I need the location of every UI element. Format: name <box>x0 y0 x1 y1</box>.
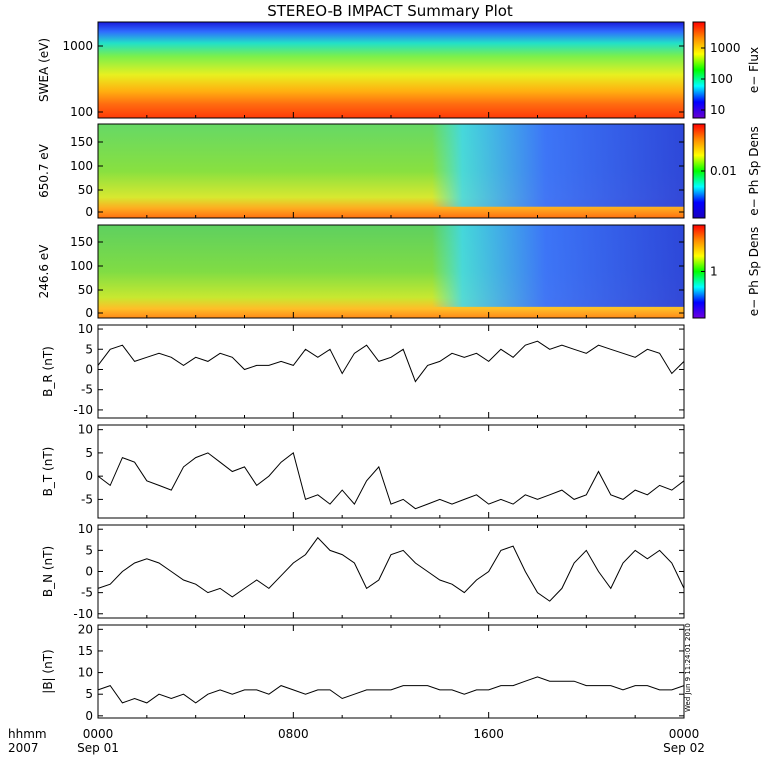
field-ytick-label: 10 <box>78 522 93 536</box>
spectrogram-ylabel: SWEA (eV) <box>37 38 51 102</box>
field-ytick-label: 10 <box>78 322 93 336</box>
spectrogram-ylabel: 246.6 eV <box>37 244 51 299</box>
time-tick-label: 0000 <box>83 727 114 741</box>
field-ytick-label: 5 <box>85 446 93 460</box>
time-axis-row1-label: hhmm <box>8 727 47 741</box>
spectrogram-ylabel: 650.7 eV <box>37 143 51 198</box>
field-panel-1: 10 5 0 -5 -10 B_R (nT) <box>41 322 685 419</box>
field-ytick-label: 5 <box>85 342 93 356</box>
field-series-line <box>97 676 685 704</box>
field-ytick-label: 0 <box>85 469 93 483</box>
colorbar-label: e− Flux <box>747 47 761 93</box>
time-tick-date-label: Sep 02 <box>663 741 705 755</box>
field-ylabel: B_T (nT) <box>41 447 55 497</box>
spectrogram-ytick-label: 150 <box>70 135 93 149</box>
field-ytick-label: 0 <box>85 362 93 376</box>
spectrogram-ytick-label: 100 <box>70 105 93 119</box>
field-ytick-label: 10 <box>78 666 93 680</box>
colorbar-tick-label: 100 <box>710 72 733 86</box>
field-ytick-label: 0 <box>85 709 93 723</box>
field-ytick-label: 0 <box>85 565 93 579</box>
field-panel-3: 10 5 0 -5 -10 B_N (nT) <box>41 522 685 621</box>
field-panel-4: 20 15 10 5 0 |B| (nT) <box>41 622 685 723</box>
colorbar-tick-label: 0.01 <box>710 164 737 178</box>
field-ytick-label: 10 <box>78 423 93 437</box>
field-ylabel: B_R (nT) <box>41 346 55 397</box>
field-ylabel: B_N (nT) <box>41 546 55 597</box>
panel-frame <box>97 324 685 419</box>
colorbar-tick-label: 1 <box>710 265 718 279</box>
spectrogram-image <box>98 22 684 118</box>
field-ytick-label: 5 <box>85 543 93 557</box>
colorbar-label: e− Ph Sp Dens <box>747 227 761 316</box>
spectrogram-low-density-region <box>432 124 684 207</box>
field-ylabel: |B| (nT) <box>41 649 55 693</box>
field-panel-2: 10 5 0 -5 B_T (nT) <box>41 423 685 519</box>
panel-frame <box>97 624 685 719</box>
spectrogram-low-density-region <box>432 225 684 307</box>
field-series-line <box>97 452 685 510</box>
colorbar-tick-label: 10 <box>710 103 725 117</box>
spectrogram-ytick-label: 0 <box>85 306 93 320</box>
generation-timestamp: Wed Jun 9 11:24:01 2010 <box>684 623 692 712</box>
spectrogram-panel-3: 246.6 eV 150 100 50 0 1 e− Ph Sp Dens <box>37 224 761 320</box>
field-ytick-label: -5 <box>81 383 93 397</box>
spectrogram-ytick-label: 1000 <box>62 39 93 53</box>
spectrogram-ytick-label: 0 <box>85 205 93 219</box>
colorbar-label: e− Ph Sp Dens <box>747 126 761 215</box>
figure-title: STEREO-B IMPACT Summary Plot <box>267 2 513 20</box>
spectrogram-ytick-label: 150 <box>70 235 93 249</box>
field-ytick-label: 15 <box>78 644 93 658</box>
magnetic-field-panels: 10 5 0 -5 -10 B_R (nT) 10 5 0 -5 B_T (nT) 10 5 0 -5 -10… <box>41 322 685 723</box>
colorbar-tick-label: 1000 <box>710 41 741 55</box>
spectrogram-ytick-label: 100 <box>70 259 93 273</box>
time-tick-label: 1600 <box>473 727 504 741</box>
time-tick-label: 0000 <box>669 727 700 741</box>
field-ytick-label: 20 <box>78 622 93 636</box>
time-tick-date-label: Sep 01 <box>77 741 119 755</box>
time-tick-label: 0800 <box>278 727 309 741</box>
spectrogram-panel-1: SWEA (eV) 1000 100 1000 100 10 e− Flux <box>37 21 761 119</box>
spectrogram-panel-2: 650.7 eV 150 100 50 0 0.01 e− Ph Sp Dens <box>37 123 761 219</box>
field-ytick-label: 5 <box>85 687 93 701</box>
colorbar <box>692 21 706 119</box>
field-ytick-label: -10 <box>73 403 93 417</box>
field-ytick-label: -5 <box>81 492 93 506</box>
field-series-line <box>97 536 685 602</box>
spectrogram-ytick-label: 50 <box>78 183 93 197</box>
time-axis-row2-label: 2007 <box>8 741 39 755</box>
spectrogram-ytick-label: 50 <box>78 283 93 297</box>
panel-frame <box>97 524 685 619</box>
field-ytick-label: -5 <box>81 586 93 600</box>
spectrogram-ytick-label: 100 <box>70 159 93 173</box>
field-ytick-label: -10 <box>73 607 93 621</box>
field-series-line <box>97 340 685 383</box>
